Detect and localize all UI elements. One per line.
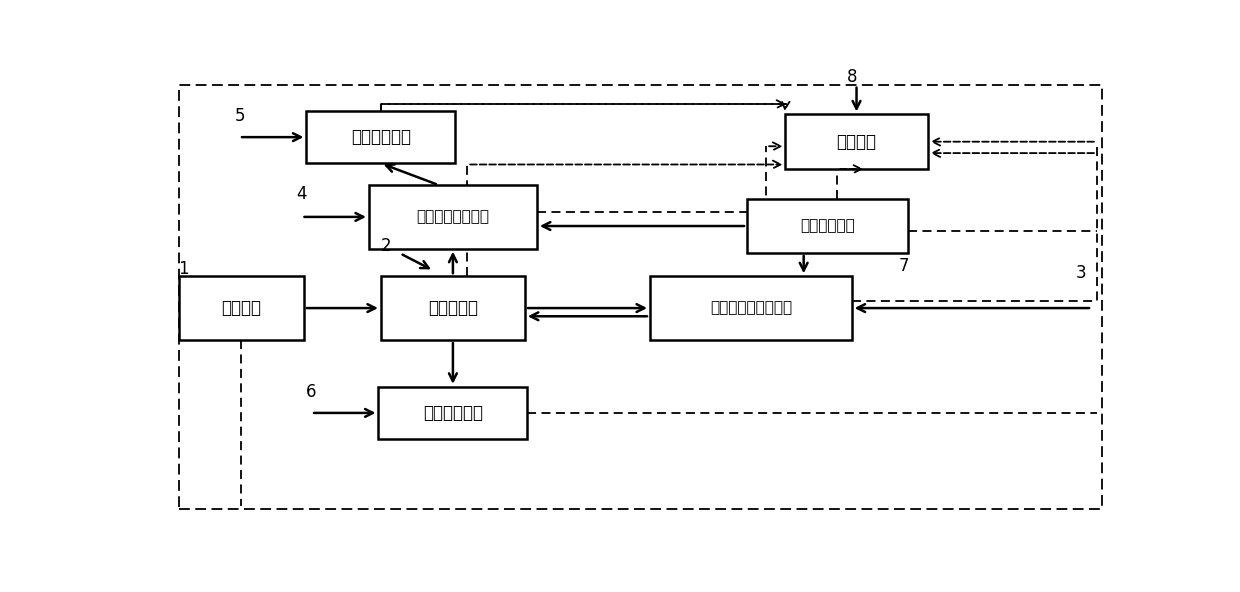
Text: 进料系统: 进料系统 — [222, 299, 262, 317]
Text: 1: 1 — [179, 260, 188, 278]
Bar — [746, 199, 909, 253]
Text: 尾气排放系统: 尾气排放系统 — [351, 128, 410, 146]
Text: 监控系统: 监控系统 — [837, 133, 877, 151]
Text: 2: 2 — [381, 237, 392, 255]
Text: 烟气控温系统: 烟气控温系统 — [800, 218, 856, 233]
Text: 5: 5 — [234, 107, 244, 125]
Text: 8: 8 — [847, 69, 857, 86]
Bar — [378, 387, 527, 439]
Text: 6: 6 — [306, 383, 317, 401]
Text: 7: 7 — [899, 257, 909, 275]
Text: 热脱附系统: 热脱附系统 — [428, 299, 477, 317]
Text: 土壤出料系统: 土壤出料系统 — [423, 404, 482, 422]
Text: 4: 4 — [296, 185, 308, 202]
Text: 燃烧及尾气处理系统: 燃烧及尾气处理系统 — [709, 301, 792, 316]
Text: 尾气降温除尘系统: 尾气降温除尘系统 — [417, 210, 490, 224]
Bar — [368, 185, 537, 249]
Bar — [785, 114, 928, 169]
Bar — [381, 276, 525, 340]
Bar — [179, 276, 304, 340]
Bar — [650, 276, 852, 340]
Text: 3: 3 — [1075, 265, 1086, 282]
Bar — [306, 111, 455, 163]
